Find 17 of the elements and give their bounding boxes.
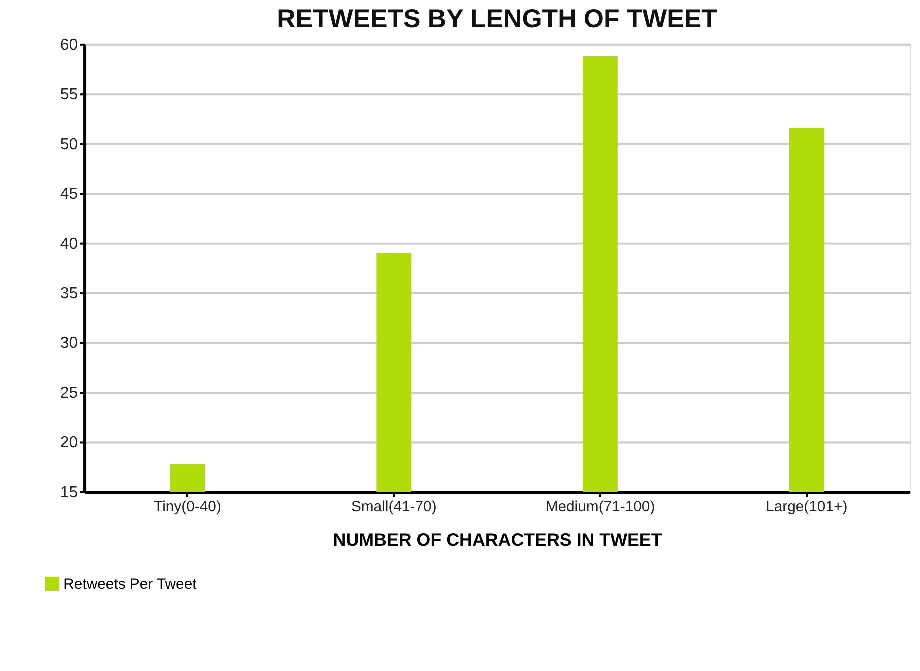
x-axis-title: NUMBER OF CHARACTERS IN TWEET xyxy=(333,530,662,550)
y-tick-label: 20 xyxy=(60,434,78,452)
y-tick-label: 15 xyxy=(60,484,78,502)
x-tick-label: Large(101+) xyxy=(766,499,848,516)
y-tick-label: 55 xyxy=(60,86,78,104)
y-tick-label: 40 xyxy=(60,236,78,253)
y-tick-label: 30 xyxy=(60,335,78,352)
y-tick-label: 60 xyxy=(60,36,78,54)
y-tick-label: 35 xyxy=(60,286,78,303)
chart-title: RETWEETS BY LENGTH OF TWEET xyxy=(277,5,718,34)
legend-label: Retweets Per Tweet xyxy=(64,576,198,593)
y-tick-label: 45 xyxy=(60,186,78,204)
x-tick-label: Tiny(0-40) xyxy=(154,499,222,516)
y-tick-label: 50 xyxy=(60,136,78,154)
x-tick-label: Small(41-70) xyxy=(351,499,437,516)
y-tick-label: 25 xyxy=(60,384,78,402)
x-tick-label: Medium(71-100) xyxy=(546,499,656,516)
